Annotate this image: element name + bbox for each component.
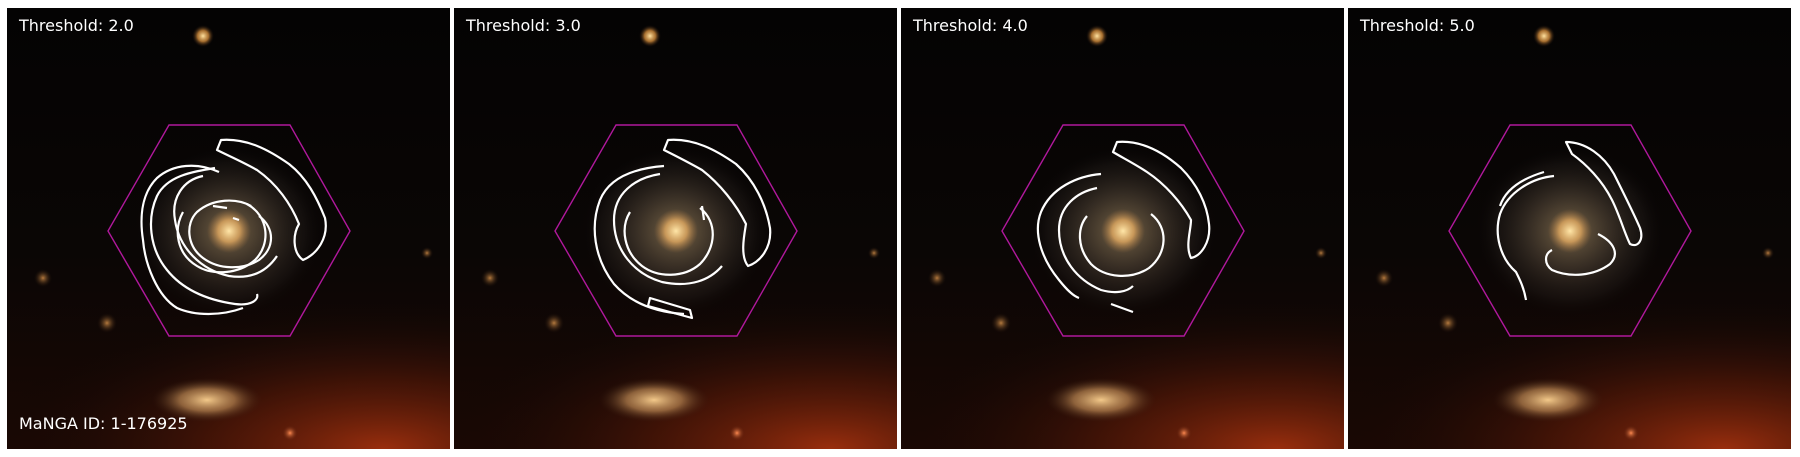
threshold-label: Threshold: 3.0 [466,16,581,35]
panel-threshold-4: Threshold: 4.0 [901,8,1344,449]
threshold-label: Threshold: 4.0 [913,16,1028,35]
contour-lines [593,138,772,320]
contour-lines [1496,140,1643,301]
contour-lines [1036,140,1211,314]
galaxy-id-label: MaNGA ID: 1-176925 [19,414,188,433]
threshold-label: Threshold: 5.0 [1360,16,1475,35]
hexagon-footprint [554,124,798,337]
galaxy-image [454,8,897,449]
hexagon-footprint [107,124,351,337]
panel-threshold-2: Threshold: 2.0 MaNGA ID: 1-176925 [7,8,450,449]
galaxy-image [901,8,1344,449]
panel-threshold-3: Threshold: 3.0 [454,8,897,449]
hexagon-footprint [1001,124,1245,337]
galaxy-image [7,8,450,449]
galaxy-image [1348,8,1791,449]
panel-threshold-5: Threshold: 5.0 [1348,8,1791,449]
hexagon-footprint [1448,124,1692,337]
threshold-label: Threshold: 2.0 [19,16,134,35]
contour-lines [140,138,327,316]
